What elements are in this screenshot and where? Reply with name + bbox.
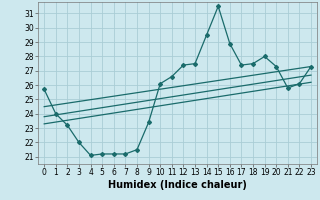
- X-axis label: Humidex (Indice chaleur): Humidex (Indice chaleur): [108, 180, 247, 190]
